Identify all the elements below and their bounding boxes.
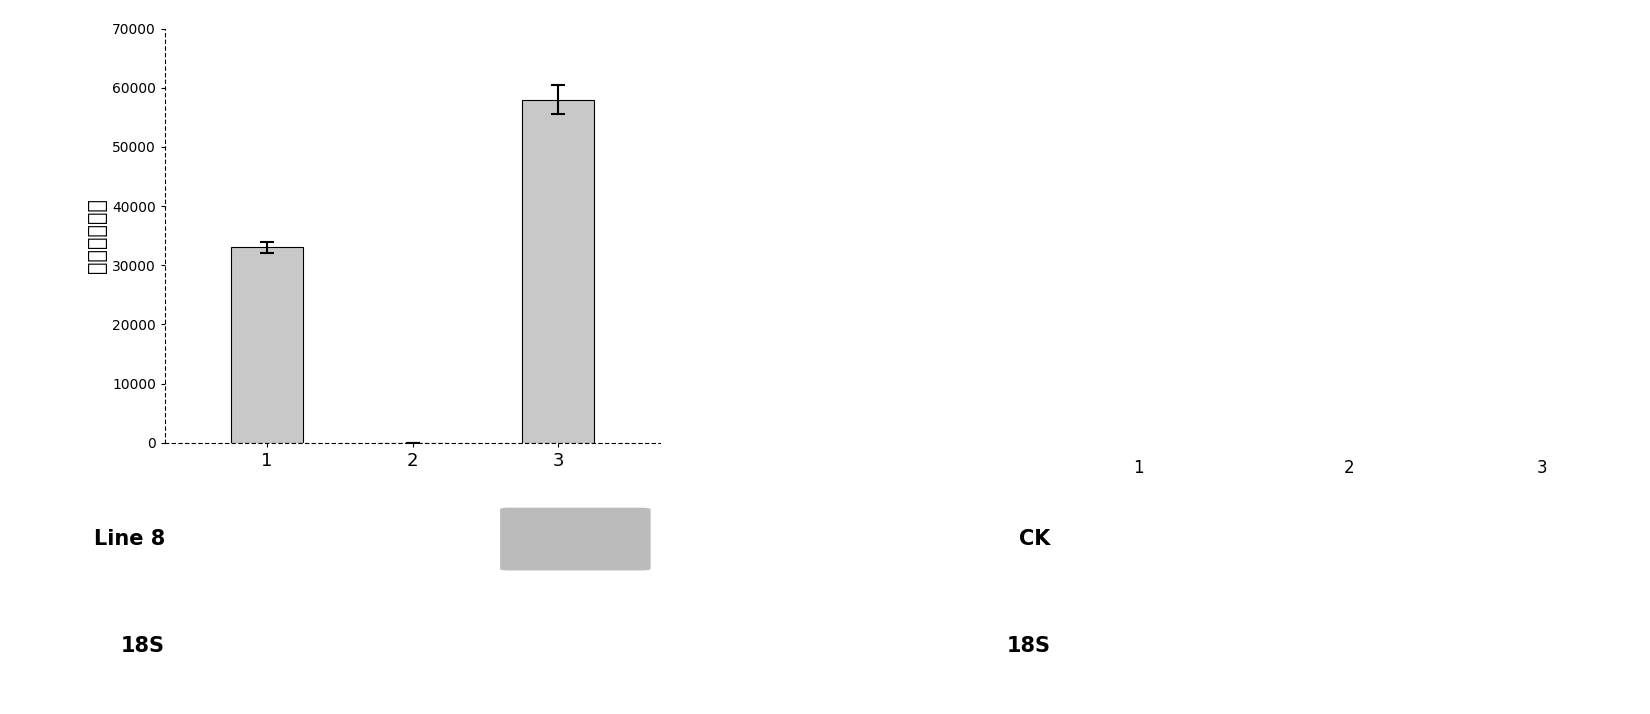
FancyBboxPatch shape <box>343 615 498 678</box>
Text: 1: 1 <box>1134 458 1143 477</box>
Text: 3: 3 <box>1538 458 1548 477</box>
FancyBboxPatch shape <box>185 615 340 678</box>
FancyBboxPatch shape <box>1064 615 1246 678</box>
Y-axis label: 密度灰度水平: 密度灰度水平 <box>86 198 107 273</box>
Text: 2: 2 <box>1343 458 1355 477</box>
Text: 18S: 18S <box>120 636 165 656</box>
Text: CK: CK <box>1020 529 1051 549</box>
Text: Line 8: Line 8 <box>94 529 165 549</box>
Bar <box>231 248 304 443</box>
FancyBboxPatch shape <box>185 508 393 570</box>
FancyBboxPatch shape <box>500 615 655 678</box>
FancyBboxPatch shape <box>500 508 650 570</box>
FancyBboxPatch shape <box>1445 615 1629 678</box>
FancyBboxPatch shape <box>1257 615 1440 678</box>
Bar <box>521 99 594 443</box>
Text: 18S: 18S <box>1006 636 1051 656</box>
